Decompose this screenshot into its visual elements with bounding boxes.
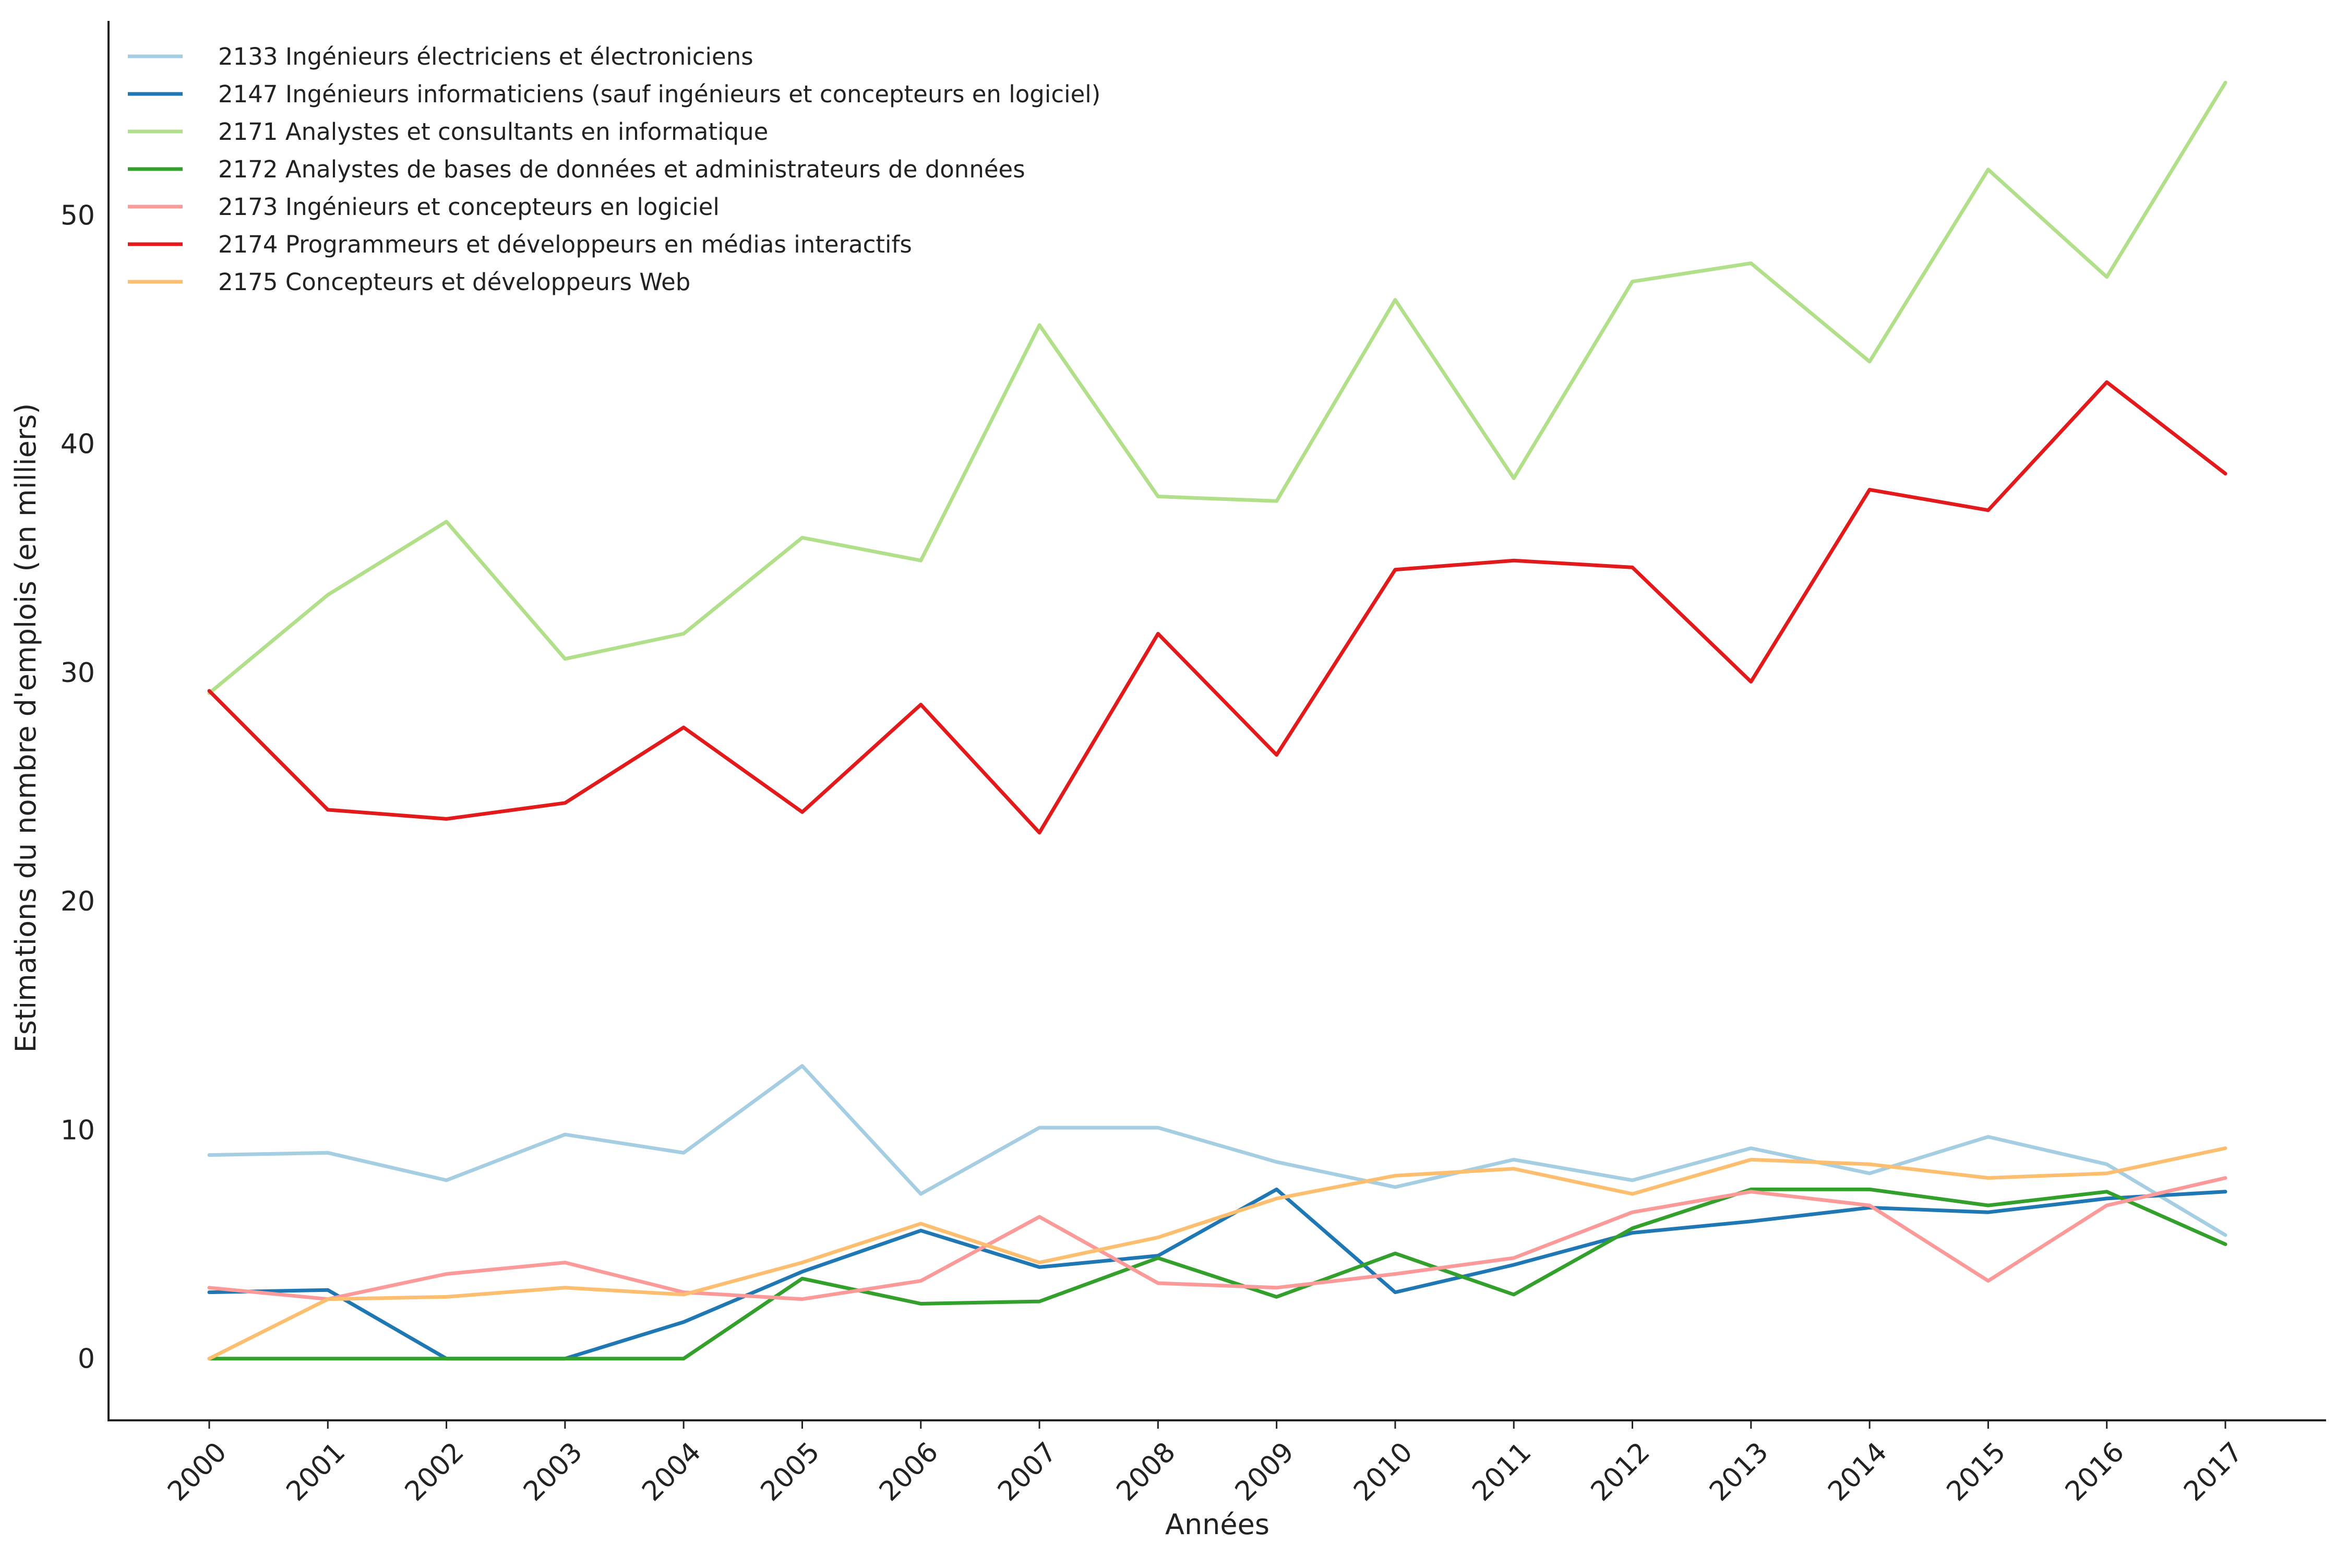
series-line-2175 <box>207 1146 2227 1361</box>
x-tick-label: 2006 <box>873 1437 944 1507</box>
x-tick-label: 2011 <box>1466 1437 1537 1507</box>
y-tick-label: 50 <box>61 200 95 232</box>
legend-label: 2175 Concepteurs et développeurs Web <box>218 268 690 296</box>
legend-label: 2171 Analystes et consultants en informa… <box>218 118 768 146</box>
y-tick-label: 20 <box>61 886 95 917</box>
x-tick-label: 2016 <box>2059 1437 2130 1507</box>
legend-label: 2173 Ingénieurs et concepteurs en logici… <box>218 193 720 221</box>
x-tick-label: 2000 <box>162 1437 233 1507</box>
x-tick-label: 2017 <box>2178 1437 2249 1507</box>
y-tick-label: 0 <box>78 1344 95 1375</box>
x-tick-label: 2010 <box>1348 1437 1419 1507</box>
x-tick-label: 2013 <box>1704 1437 1775 1507</box>
series-line-2147 <box>207 1187 2227 1361</box>
legend-label: 2174 Programmeurs et développeurs en méd… <box>218 231 912 258</box>
series-line-2174 <box>207 380 2227 835</box>
legend: 2133 Ingénieurs électriciens et électron… <box>128 43 1100 296</box>
y-tick-label: 10 <box>61 1115 95 1146</box>
x-tick-label: 2007 <box>992 1437 1063 1507</box>
x-tick-label: 2004 <box>636 1437 707 1507</box>
legend-label: 2133 Ingénieurs électriciens et électron… <box>218 43 753 70</box>
legend-label: 2147 Ingénieurs informaticiens (sauf ing… <box>218 80 1100 108</box>
x-tick-label: 2014 <box>1822 1437 1893 1507</box>
x-tick-label: 2003 <box>518 1437 589 1507</box>
x-tick-label: 2001 <box>280 1437 351 1507</box>
x-tick-label: 2008 <box>1111 1437 1182 1507</box>
legend-label: 2172 Analystes de bases de données et ad… <box>218 155 1025 183</box>
x-tick-label: 2002 <box>399 1437 470 1507</box>
x-tick-label: 2012 <box>1585 1437 1656 1507</box>
series-line-2172 <box>207 1187 2227 1361</box>
x-tick-label: 2005 <box>755 1437 826 1507</box>
x-tick-label: 2009 <box>1229 1437 1300 1507</box>
x-tick-label: 2015 <box>1941 1437 2012 1507</box>
y-tick-label: 40 <box>61 429 95 460</box>
x-axis-label: Années <box>1165 1508 1269 1541</box>
series-line-2171 <box>207 80 2227 695</box>
series-line-2173 <box>207 1176 2227 1301</box>
y-tick-label: 30 <box>61 657 95 689</box>
y-axis-label: Estimations du nombre d'emplois (en mill… <box>9 403 42 1053</box>
